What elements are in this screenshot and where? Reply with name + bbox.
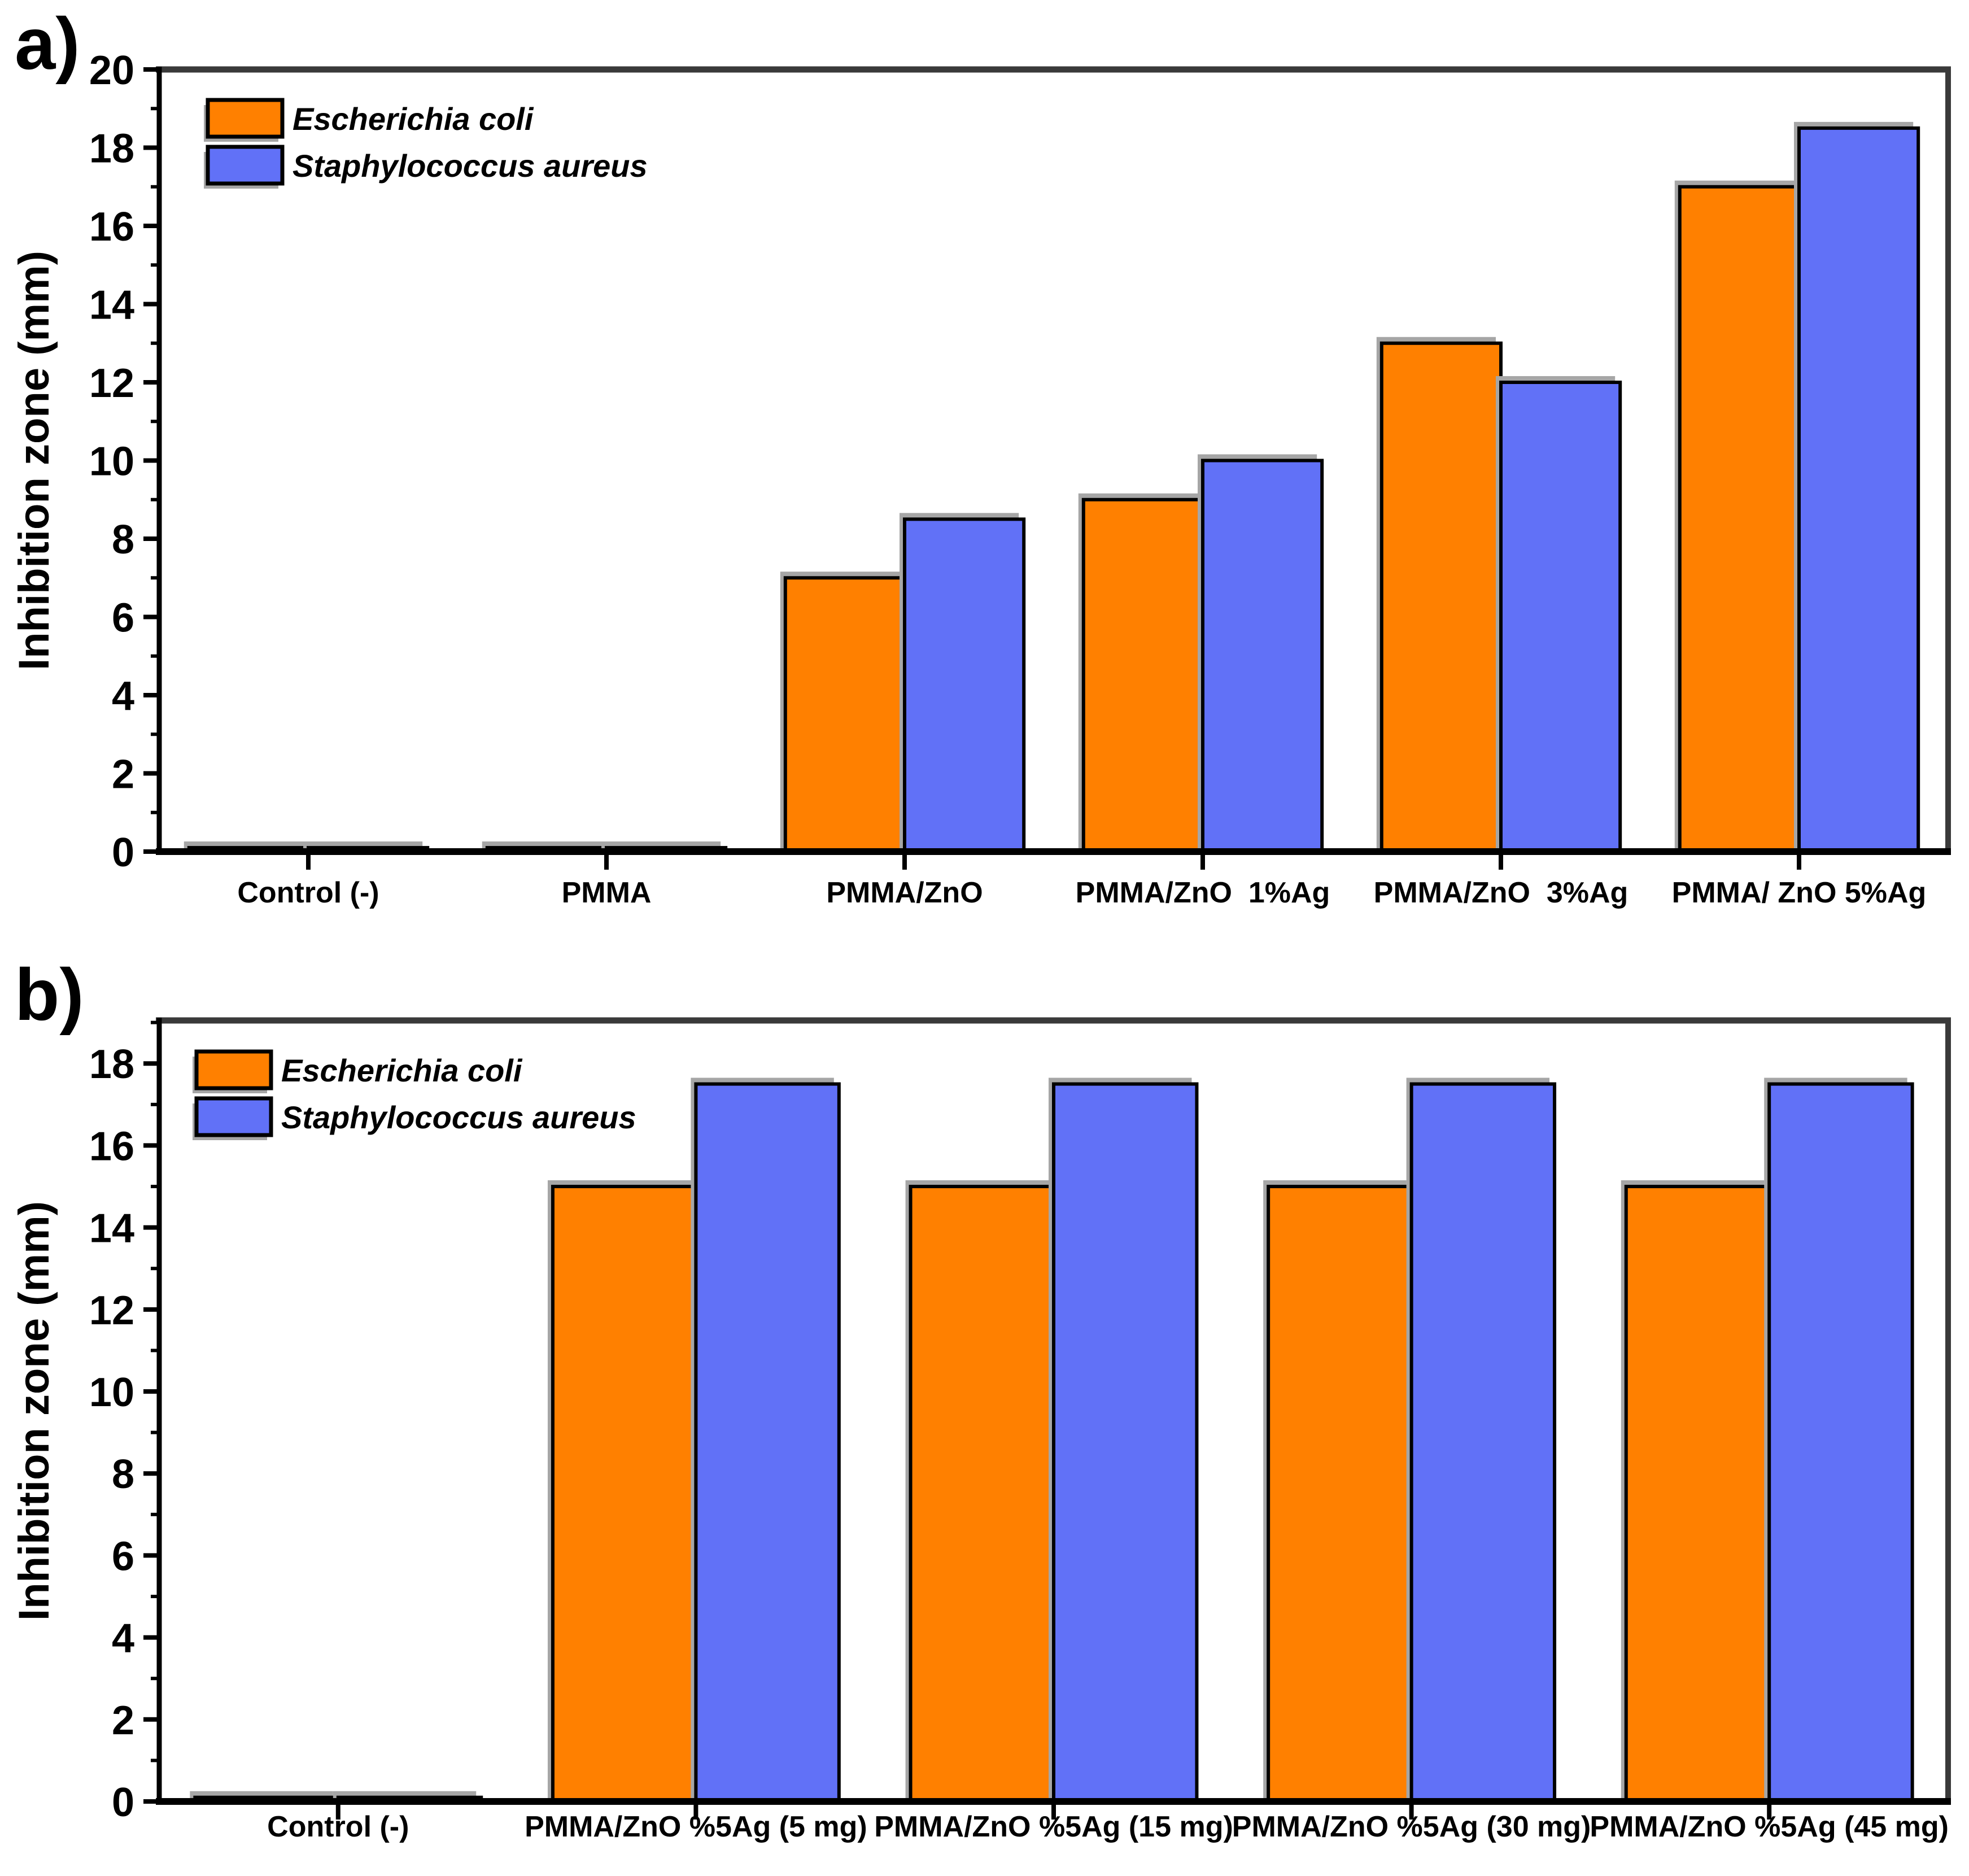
panel-a-letter: a) (15, 2, 80, 85)
panel-b-bar-staphylococcus-aureus-2 (1052, 1082, 1199, 1803)
panel-b-category-label-2: PMMA/ZnO %5Ag (15 mg) (874, 1810, 1233, 1843)
panel-a-legend-swatch-staphylococcus-aureus (206, 145, 285, 186)
panel-b-ytick-label-10: 10 (89, 1370, 134, 1415)
panel-a-ytick-label-20: 20 (89, 48, 134, 93)
panel-a-ytick-label-14: 14 (89, 283, 134, 328)
panel-b-ytick-label-14: 14 (89, 1206, 134, 1251)
panel-b-ytick-label-12: 12 (89, 1288, 134, 1333)
panel-b-ytick-label-4: 4 (112, 1616, 134, 1661)
panel-b-bar-escherichia-coli-4 (1624, 1185, 1771, 1803)
panel-a-bar-staphylococcus-aureus-4 (1499, 381, 1622, 853)
panel-b-legend-label-escherichia-coli: Escherichia coli (281, 1053, 523, 1088)
panel-b-ytick-label-6: 6 (112, 1534, 134, 1579)
panel-a-ytick-label-12: 12 (89, 361, 134, 406)
panel-b-ytick-label-16: 16 (89, 1124, 134, 1169)
panel-b-category-label-3: PMMA/ZnO %5Ag (30 mg) (1232, 1810, 1591, 1843)
panel-b-legend-label-staphylococcus-aureus: Staphylococcus aureus (281, 1100, 636, 1135)
panel-a-ytick-label-16: 16 (89, 204, 134, 250)
panel-b-ytick-label-8: 8 (112, 1452, 134, 1497)
panel-a-ytick-label-4: 4 (112, 674, 134, 719)
panel-b-bar-escherichia-coli-2 (909, 1185, 1056, 1803)
panel-a-legend-swatch-escherichia-coli (206, 98, 285, 139)
panel-a-category-label-0: Control (-) (237, 876, 379, 909)
panel-b-ytick-label-2: 2 (112, 1698, 134, 1743)
panel-b-y-axis-title: Inhibition zone (mm) (10, 1201, 58, 1621)
panel-b-legend-swatch-escherichia-coli (194, 1049, 273, 1090)
panel-b-category-label-1: PMMA/ZnO %5Ag (5 mg) (525, 1810, 867, 1843)
panel-a-ytick-label-18: 18 (89, 126, 134, 172)
panel-a-category-label-3: PMMA/ZnO 1%Ag (1076, 876, 1330, 909)
panel-b-letter: b) (15, 953, 84, 1036)
panel-b-bar-staphylococcus-aureus-4 (1767, 1082, 1914, 1803)
panel-b-bar-staphylococcus-aureus-1 (694, 1082, 841, 1803)
panel-a-bar-escherichia-coli-3 (1081, 498, 1205, 853)
panel-b-ytick-label-18: 18 (89, 1042, 134, 1087)
panel-a-ytick-label-0: 0 (112, 830, 134, 875)
panel-a-y-axis-title: Inhibition zone (mm) (10, 251, 58, 670)
panel-a-bar-escherichia-coli-2 (783, 576, 907, 853)
panel-b-ytick-label-0: 0 (112, 1780, 134, 1825)
panel-b-category-label-0: Control (-) (267, 1810, 409, 1843)
panel-a-ytick-label-10: 10 (89, 439, 134, 485)
panel-b-bar-staphylococcus-aureus-3 (1409, 1082, 1557, 1803)
panel-b-bar-escherichia-coli-3 (1267, 1185, 1413, 1803)
panel-a-category-label-1: PMMA (562, 876, 652, 909)
panel-a-bar-staphylococcus-aureus-2 (903, 517, 1026, 853)
panel-a-bar-escherichia-coli-4 (1379, 341, 1503, 853)
panel-a-ytick-label-2: 2 (112, 752, 134, 797)
panel-a-ytick-label-8: 8 (112, 517, 134, 562)
panel-a-bar-staphylococcus-aureus-3 (1201, 459, 1324, 853)
panel-a-category-label-5: PMMA/ ZnO 5%Ag (1672, 876, 1927, 909)
panel-a-category-label-2: PMMA/ZnO (826, 876, 983, 909)
panel-a-bar-staphylococcus-aureus-5 (1797, 126, 1920, 853)
panel-a-ytick-label-6: 6 (112, 596, 134, 641)
panel-a-category-label-4: PMMA/ZnO 3%Ag (1374, 876, 1629, 909)
panel-a-bar-escherichia-coli-5 (1678, 185, 1801, 853)
panel-b-category-label-4: PMMA/ZnO %5Ag (45 mg) (1590, 1810, 1949, 1843)
panel-b-bar-escherichia-coli-1 (551, 1185, 698, 1803)
panel-b-legend-swatch-staphylococcus-aureus (194, 1096, 273, 1137)
panel-a-legend-label-escherichia-coli: Escherichia coli (292, 101, 534, 137)
panel-a-legend-label-staphylococcus-aureus: Staphylococcus aureus (292, 148, 648, 184)
